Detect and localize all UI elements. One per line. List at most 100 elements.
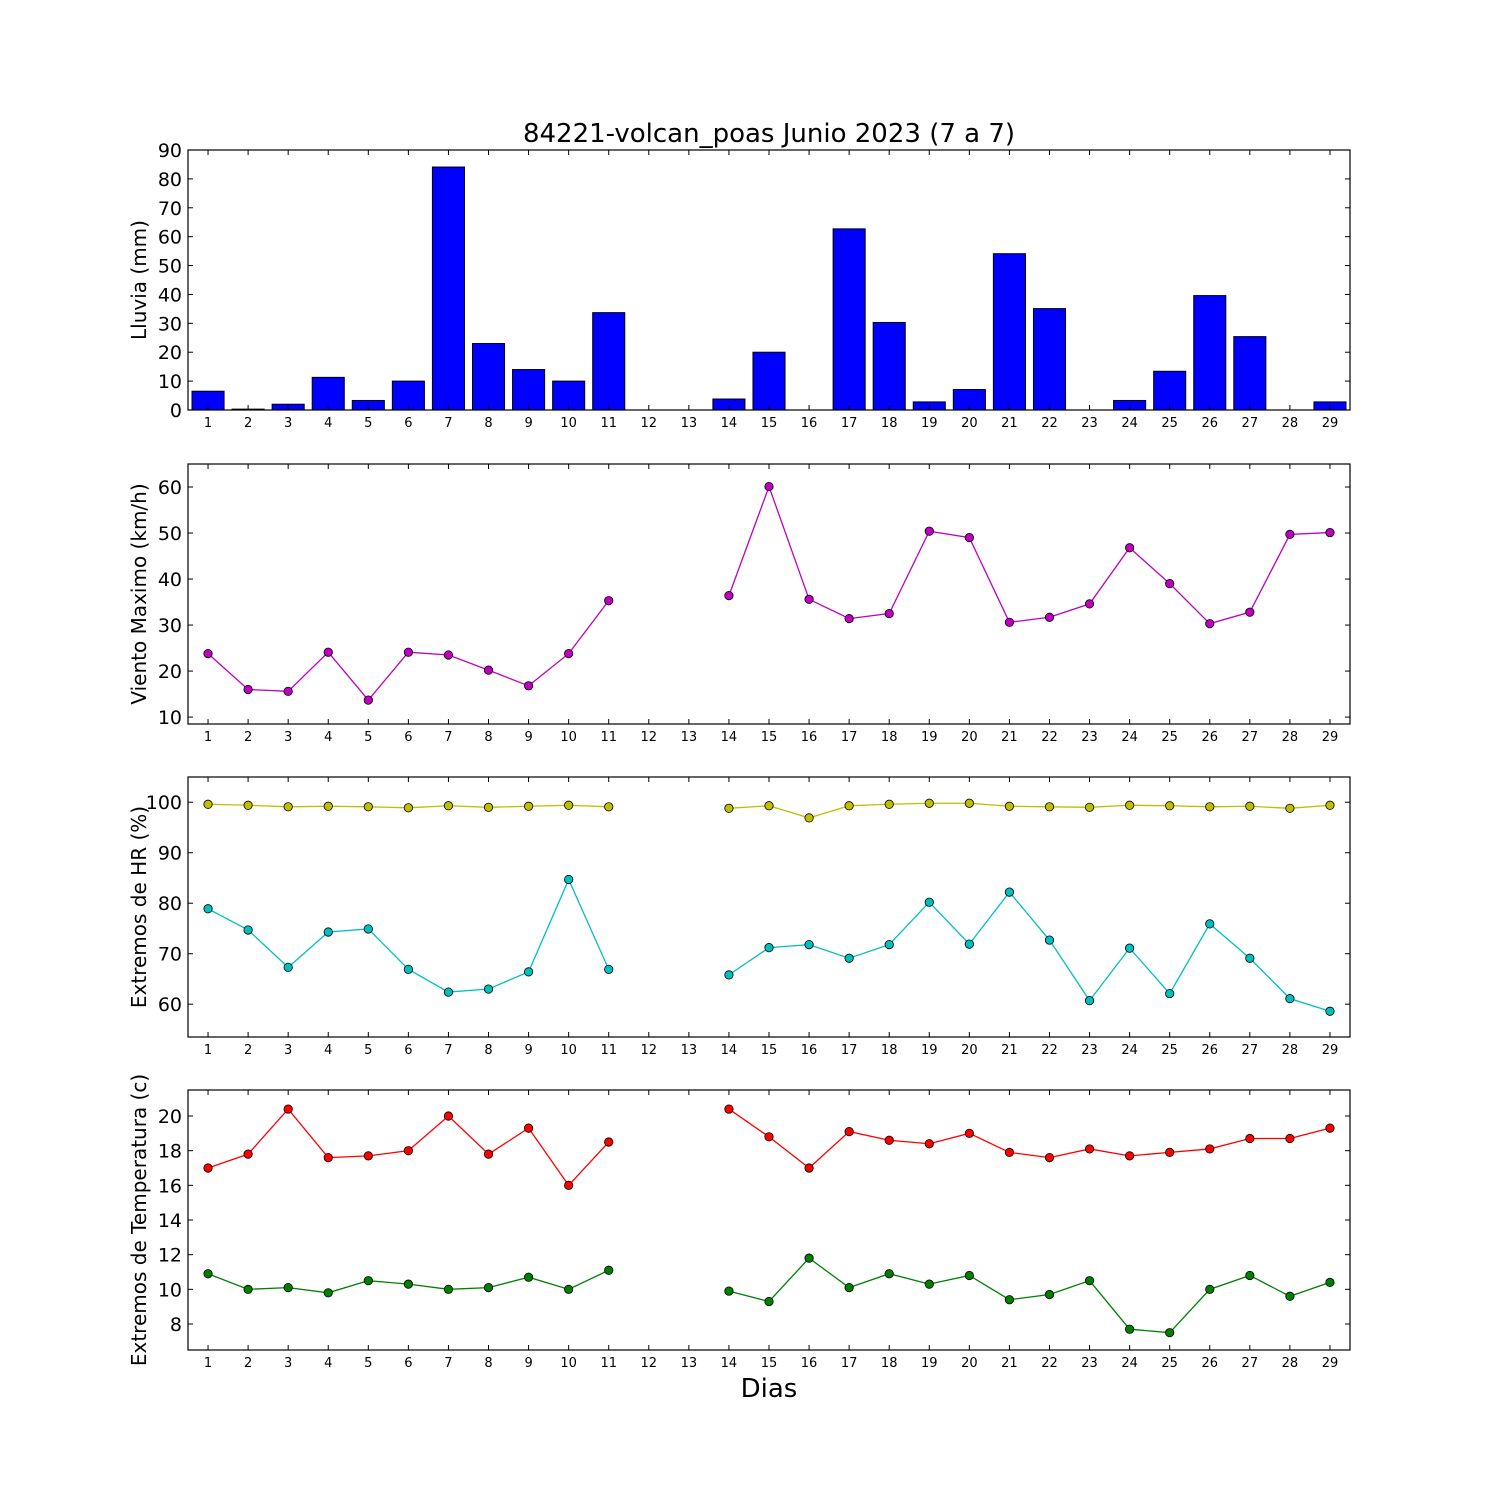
- series-1-point-day-27: [1245, 801, 1255, 811]
- series-1-point-day-8: [483, 1149, 494, 1159]
- series-2-point-day-18: [884, 940, 894, 950]
- series-1-point-day-4: [323, 801, 333, 811]
- series-1-point-day-23: [1084, 802, 1095, 812]
- series-1-point-day-6: [403, 803, 413, 813]
- x-tick-label-24: 24: [1121, 1043, 1138, 1058]
- x-tick-label-15: 15: [761, 416, 778, 431]
- series-2-point-day-5: [363, 1276, 373, 1286]
- series-1-point-day-5: [363, 1151, 373, 1161]
- y-tick-label: 100: [146, 792, 182, 814]
- x-tick-label-26: 26: [1201, 416, 1218, 431]
- x-tick-label-19: 19: [921, 1356, 938, 1371]
- x-tick-label-24: 24: [1121, 1356, 1138, 1371]
- x-tick-label-9: 9: [524, 730, 532, 745]
- x-tick-label-21: 21: [1001, 416, 1018, 431]
- x-tick-label-7: 7: [444, 730, 452, 745]
- series-1-point-day-23: [1084, 1144, 1095, 1154]
- y-tick-label: 30: [158, 615, 182, 637]
- series-1-point-day-8: [483, 802, 494, 812]
- y-tick-label: 12: [158, 1245, 182, 1267]
- series-2-point-day-16: [804, 940, 814, 950]
- series-2-point-day-14: [724, 970, 734, 980]
- x-tick-label-28: 28: [1282, 1043, 1299, 1058]
- y-tick-label: 50: [158, 523, 182, 545]
- series-2-point-day-3: [283, 1283, 293, 1293]
- series-1-point-day-9: [523, 801, 534, 811]
- x-tick-label-10: 10: [560, 730, 577, 745]
- series-2-point-day-2: [243, 925, 253, 935]
- x-tick-label-25: 25: [1161, 1043, 1178, 1058]
- x-tick-label-4: 4: [324, 416, 332, 431]
- x-tick-label-20: 20: [961, 416, 978, 431]
- series-1-point-day-20: [964, 533, 974, 543]
- x-tick-label-22: 22: [1041, 1356, 1058, 1371]
- x-tick-label-5: 5: [364, 1043, 372, 1058]
- series-2-point-day-24: [1125, 1324, 1135, 1334]
- x-tick-label-12: 12: [641, 1043, 658, 1058]
- series-1-point-day-24: [1125, 543, 1135, 553]
- x-tick-label-7: 7: [444, 1356, 452, 1371]
- y-tick-label: 16: [158, 1175, 182, 1197]
- x-tick-label-28: 28: [1282, 730, 1299, 745]
- series-2-point-day-29: [1325, 1277, 1335, 1288]
- series-1-point-day-28: [1285, 803, 1295, 813]
- series-1-point-day-22: [1044, 1153, 1055, 1163]
- y-tick-label: 40: [158, 569, 182, 591]
- series-1-point-day-1: [203, 648, 213, 659]
- series-1-point-day-21: [1004, 801, 1015, 811]
- series-1-line-segment-2: [728, 484, 1330, 625]
- x-tick-label-26: 26: [1201, 1043, 1218, 1058]
- x-tick-label-25: 25: [1161, 1356, 1178, 1371]
- series-1-point-day-27: [1245, 1133, 1255, 1144]
- x-tick-label-6: 6: [404, 1043, 412, 1058]
- y-tick-label: 90: [158, 140, 182, 162]
- x-tick-label-14: 14: [721, 1043, 738, 1058]
- series-1-point-day-18: [884, 608, 894, 619]
- x-tick-label-2: 2: [244, 416, 252, 431]
- bar-day-21: [992, 253, 1026, 411]
- series-1-point-day-17: [844, 614, 854, 624]
- x-tick-label-11: 11: [600, 1043, 617, 1058]
- bar-day-4: [311, 376, 345, 411]
- series-2-point-day-7: [443, 987, 454, 997]
- x-tick-label-22: 22: [1041, 1043, 1058, 1058]
- chart-title: 84221-volcan_poas Junio 2023 (7 a 7): [523, 119, 1015, 149]
- series-1-point-day-17: [844, 1127, 854, 1137]
- x-tick-label-25: 25: [1161, 416, 1178, 431]
- series-1-point-day-19: [924, 798, 934, 808]
- x-tick-label-16: 16: [801, 416, 818, 431]
- y-tick-label: 70: [158, 198, 182, 220]
- series-1-point-day-16: [804, 813, 814, 823]
- x-tick-label-2: 2: [244, 1356, 252, 1371]
- x-tick-label-14: 14: [721, 730, 738, 745]
- bar-day-15: [752, 351, 786, 411]
- series-2-point-day-24: [1125, 943, 1135, 953]
- y-axis-label-humedad: Extremos de HR (%): [127, 806, 151, 1008]
- x-tick-label-1: 1: [204, 416, 212, 431]
- series-1-point-day-24: [1125, 1151, 1135, 1161]
- x-tick-label-27: 27: [1242, 416, 1259, 431]
- series-1-point-day-8: [483, 665, 494, 675]
- series-1-point-day-1: [203, 799, 213, 809]
- series-2-point-day-11: [604, 964, 614, 974]
- x-tick-label-4: 4: [324, 1356, 332, 1371]
- x-tick-label-14: 14: [721, 416, 738, 431]
- x-tick-label-6: 6: [404, 1356, 412, 1371]
- series-1-point-day-5: [363, 802, 373, 812]
- series-2-point-day-21: [1004, 887, 1015, 897]
- x-tick-label-12: 12: [641, 730, 658, 745]
- series-1-point-day-16: [804, 1163, 814, 1173]
- x-tick-label-1: 1: [204, 730, 212, 745]
- x-tick-label-26: 26: [1201, 730, 1218, 745]
- series-2-point-day-26: [1205, 919, 1215, 929]
- series-1-line-segment-2: [728, 1108, 1331, 1169]
- bar-day-17: [832, 228, 866, 411]
- series-1-point-day-29: [1325, 527, 1335, 538]
- y-tick-label: 80: [158, 893, 182, 915]
- series-1-line-segment-2: [728, 802, 1331, 819]
- x-tick-label-15: 15: [761, 730, 778, 745]
- x-tick-label-20: 20: [961, 1043, 978, 1058]
- series-2-point-day-10: [564, 1284, 574, 1294]
